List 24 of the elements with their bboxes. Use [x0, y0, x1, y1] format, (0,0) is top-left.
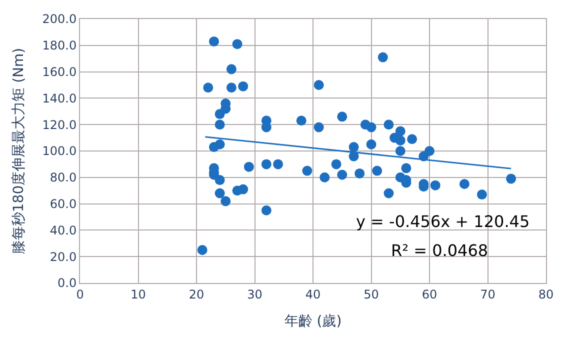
x-tick-label: 60 — [422, 287, 438, 302]
y-tick-label: 100.0 — [42, 144, 77, 158]
x-tick-label: 50 — [364, 287, 379, 302]
y-tick-label: 160.0 — [42, 65, 77, 79]
x-tick-label: 20 — [188, 287, 204, 302]
y-tick-label: 80.0 — [50, 170, 77, 185]
y-tick-label: 120.0 — [42, 118, 77, 132]
y-tick-label: 60.0 — [50, 197, 77, 211]
annotation: R² = 0.0468 — [391, 241, 488, 260]
y-tick-label: 0.0 — [58, 276, 77, 290]
x-tick-label: 0 — [76, 287, 84, 302]
y-tick-label: 20.0 — [50, 250, 77, 264]
x-tick-label: 70 — [480, 287, 496, 302]
y-tick-label: 200.0 — [42, 12, 77, 26]
x-tick-label: 80 — [538, 287, 554, 302]
x-tick-label: 10 — [130, 287, 146, 302]
y-axis-title: 膝每秒180度伸展最大力矩 (Nm) — [10, 48, 27, 254]
x-tick-label: 40 — [305, 287, 321, 302]
annotation: y = -0.456x + 120.45 — [356, 212, 530, 231]
y-tick-label: 180.0 — [42, 38, 77, 53]
y-tick-label: 140.0 — [42, 91, 77, 106]
y-tick-label: 40.0 — [50, 223, 77, 238]
x-tick-label: 30 — [247, 287, 262, 302]
x-axis-title: 年齡 (歲) — [284, 314, 342, 330]
